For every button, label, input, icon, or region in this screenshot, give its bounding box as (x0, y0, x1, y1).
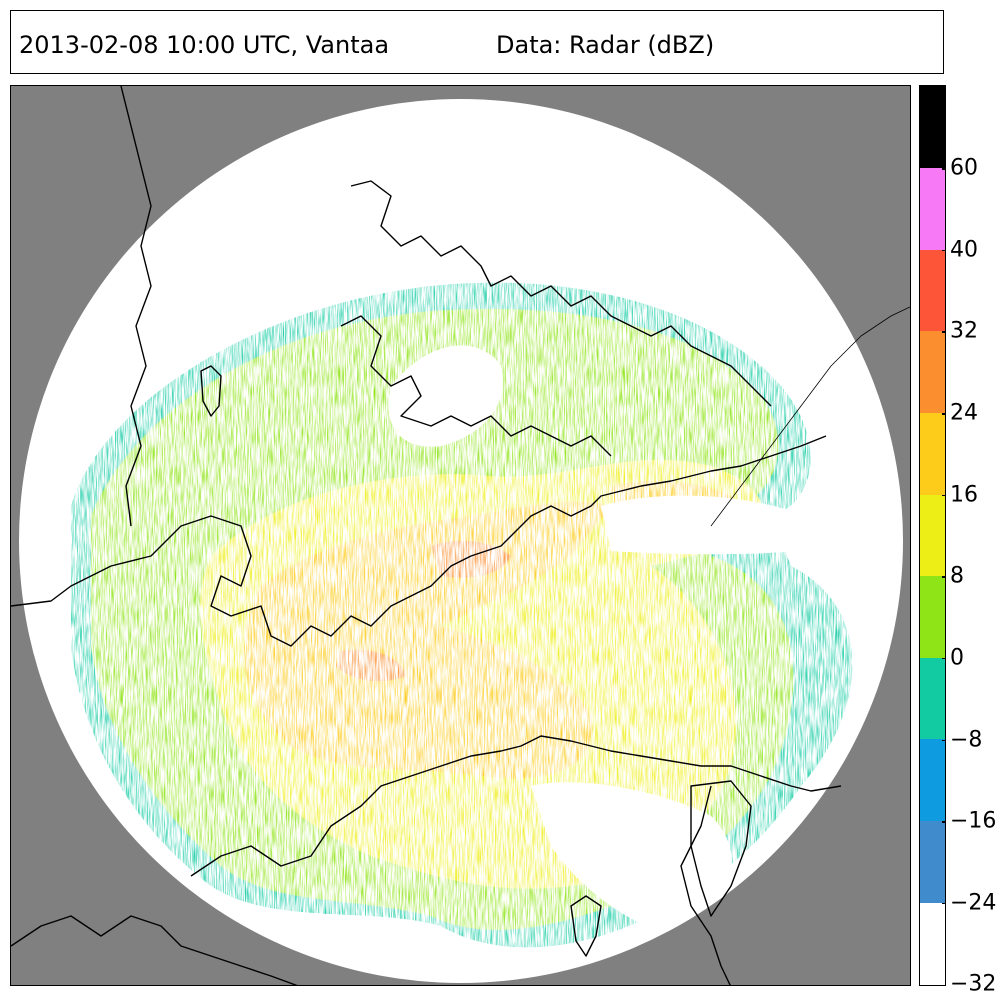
map-title: 2013-02-08 10:00 UTC, Vantaa (19, 31, 390, 59)
reflectivity-field (71, 282, 853, 948)
echo-clear-gap-southeast (531, 782, 732, 936)
colorbar-tick (942, 413, 946, 415)
coastlines (11, 86, 910, 985)
colorbar-segment (920, 820, 945, 903)
archipelago-north (340, 315, 612, 457)
colorbar-segment (920, 657, 945, 740)
lake-peipus-region (690, 780, 752, 917)
colorbar-segment (920, 86, 945, 168)
lake (200, 365, 222, 417)
colorbar-tick (942, 821, 946, 823)
echo-clear-gap-east (601, 495, 851, 555)
island-saaremaa (570, 895, 602, 957)
gulf-of-finland-coast (11, 435, 827, 647)
west-coast (120, 86, 152, 527)
data-source-label: Data: Radar (dBZ) (496, 31, 715, 59)
colorbar-tick-label: 24 (950, 400, 978, 426)
radar-map[interactable] (10, 85, 911, 986)
colorbar-tick-label: −16 (950, 808, 997, 834)
title-box: 2013-02-08 10:00 UTC, Vantaa Data: Radar… (10, 10, 944, 74)
colorbar-tick (942, 576, 946, 578)
colorbar-segment (920, 249, 945, 332)
colorbar-tick-label: 0 (950, 645, 964, 671)
colorbar-segment (920, 739, 945, 822)
colorbar-tick-label: 40 (950, 237, 978, 263)
colorbar-tick (942, 739, 946, 742)
radar-map-canvas (11, 86, 910, 985)
echo-intense-cell-south (336, 649, 406, 682)
colorbar-tick (942, 657, 946, 660)
colorbar-segment (920, 575, 945, 658)
colorbar-tick (942, 902, 946, 905)
colorbar-tick-label: 60 (950, 155, 978, 181)
colorbar-segment (920, 494, 945, 577)
estonia-coast (190, 735, 842, 877)
colorbar-tick-label: −8 (950, 727, 983, 753)
colorbar-tick-label: −32 (950, 971, 997, 997)
colorbar-tick-label: −24 (950, 890, 997, 916)
northern-islands (350, 180, 772, 407)
colorbar-tick (942, 494, 946, 497)
colorbar-segment (920, 902, 945, 985)
colorbar (919, 85, 946, 986)
colorbar-segment (920, 167, 945, 250)
estonia-inland-border (680, 785, 731, 985)
colorbar-segment (920, 330, 945, 413)
colorbar-tick (942, 984, 946, 986)
colorbar-tick (942, 249, 946, 252)
colorbar-tick (942, 168, 946, 170)
colorbar-tick-label: 32 (950, 318, 978, 344)
colorbar-segment (920, 412, 945, 495)
colorbar-tick-label: 16 (950, 482, 978, 508)
russia-border (710, 306, 910, 527)
southwest-coast (11, 915, 298, 985)
colorbar-tick (942, 331, 946, 333)
colorbar-tick-label: 8 (950, 563, 964, 589)
echo-heavy-area (244, 501, 611, 779)
